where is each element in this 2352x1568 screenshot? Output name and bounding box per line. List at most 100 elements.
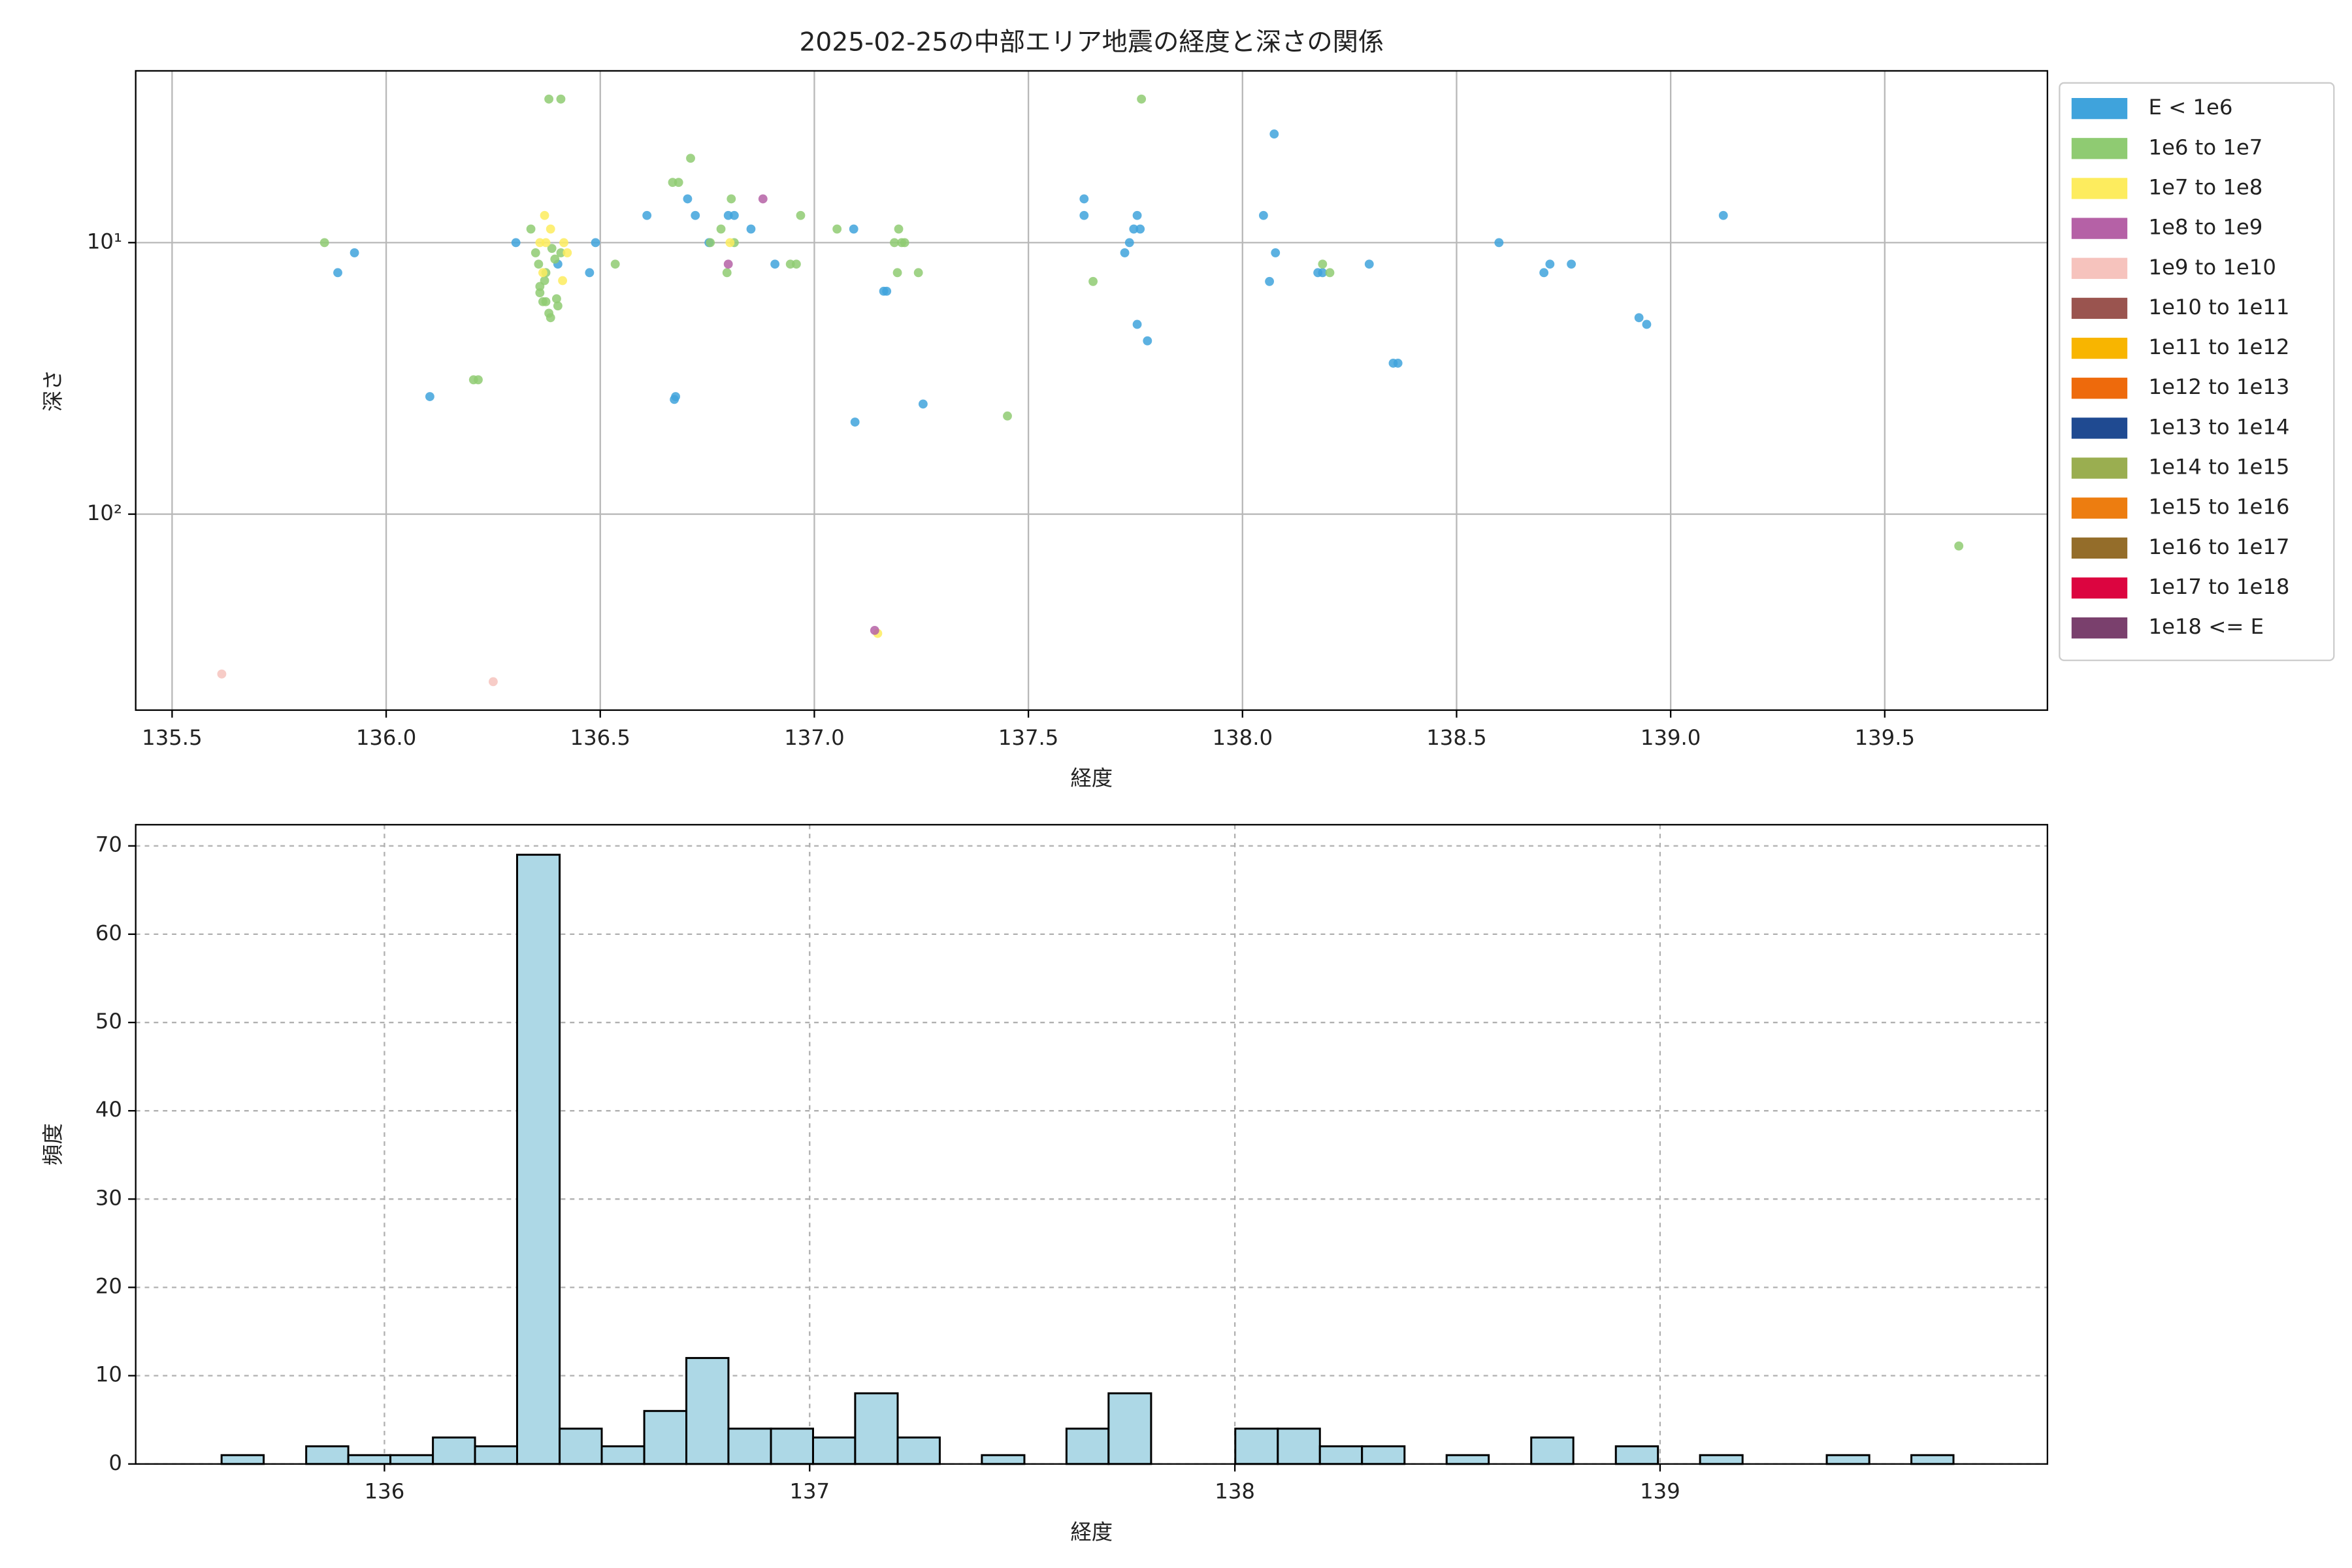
legend-patch <box>2071 257 2128 279</box>
legend-patch <box>2071 98 2128 120</box>
point <box>540 210 549 220</box>
point <box>642 210 652 220</box>
bar <box>727 1428 772 1465</box>
point <box>683 194 693 204</box>
point <box>706 238 715 248</box>
legend-patch <box>2071 577 2128 599</box>
point <box>350 248 359 257</box>
bar <box>1107 1392 1152 1465</box>
point <box>559 238 568 248</box>
x-tick-label: 139.0 <box>1641 725 1701 750</box>
point <box>918 399 928 409</box>
y-tick-label: 0 <box>108 1450 122 1475</box>
point <box>850 417 860 427</box>
point <box>1132 210 1142 220</box>
bar <box>1445 1454 1490 1465</box>
y-tick-label: 50 <box>95 1009 122 1034</box>
bar <box>559 1428 603 1465</box>
legend-label: 1e16 to 1e17 <box>2148 534 2289 559</box>
point <box>563 248 572 257</box>
legend-patch <box>2071 138 2128 159</box>
point <box>546 224 555 234</box>
legend-label: 1e18 <= E <box>2148 614 2264 639</box>
bar <box>1825 1454 1870 1465</box>
legend-label: 1e15 to 1e16 <box>2148 495 2289 519</box>
point <box>674 178 683 188</box>
point <box>610 259 620 269</box>
bar <box>770 1428 814 1465</box>
bar <box>854 1392 899 1465</box>
bar <box>1530 1436 1575 1465</box>
point <box>558 276 568 286</box>
axes-frame <box>135 824 2048 1465</box>
x-tick-label: 136.5 <box>570 725 630 750</box>
bar <box>432 1436 476 1465</box>
x-tick-label: 137 <box>789 1479 830 1504</box>
point <box>746 224 756 234</box>
x-tick-label: 137.5 <box>998 725 1058 750</box>
legend-patch <box>2071 297 2128 319</box>
bar <box>1361 1445 1406 1465</box>
point <box>1124 238 1134 248</box>
point <box>544 94 554 104</box>
point <box>551 294 561 304</box>
point <box>546 313 555 323</box>
x-axis-label: 経度 <box>1070 766 1113 791</box>
bar <box>474 1445 518 1465</box>
point <box>758 194 768 204</box>
y-tick-label: 40 <box>95 1097 122 1122</box>
legend-label: E < 1e6 <box>2148 95 2232 120</box>
point <box>1318 268 1328 278</box>
point <box>474 375 483 385</box>
bar <box>1065 1428 1110 1465</box>
x-tick-label: 138.5 <box>1426 725 1486 750</box>
legend-label: 1e11 to 1e12 <box>2148 335 2289 359</box>
legend-patch <box>2071 417 2128 439</box>
y-tick-label: 10 <box>95 1362 122 1387</box>
y-tick-label: 60 <box>95 921 122 945</box>
point <box>727 194 736 204</box>
bar <box>1699 1454 1744 1465</box>
y-tick-label: 10² <box>87 500 122 525</box>
point <box>1269 129 1279 139</box>
legend-label: 1e14 to 1e15 <box>2148 455 2289 480</box>
point <box>1393 358 1403 368</box>
bar <box>347 1454 392 1465</box>
point <box>796 210 806 220</box>
x-tick-label: 136.0 <box>356 725 416 750</box>
point <box>725 238 735 248</box>
point <box>1120 248 1130 257</box>
point <box>1954 541 1964 551</box>
x-tick-label: 135.5 <box>142 725 202 750</box>
point <box>217 669 227 679</box>
bar <box>1234 1428 1279 1465</box>
legend-patch <box>2071 537 2128 559</box>
point <box>1135 224 1145 234</box>
legend-patch <box>2071 457 2128 479</box>
point <box>729 210 739 220</box>
point <box>319 238 329 248</box>
point <box>723 259 733 269</box>
point <box>791 259 801 269</box>
point <box>849 224 858 234</box>
bar <box>685 1357 730 1465</box>
point <box>1634 313 1644 323</box>
legend-patch <box>2071 218 2128 239</box>
point <box>541 238 551 248</box>
point <box>1265 276 1274 286</box>
y-tick-label: 20 <box>95 1273 122 1298</box>
point <box>1271 248 1281 257</box>
point <box>333 268 342 278</box>
point <box>1129 224 1139 234</box>
legend-label: 1e8 to 1e9 <box>2148 215 2262 240</box>
legend-label: 1e12 to 1e13 <box>2148 374 2289 399</box>
point <box>1003 411 1012 421</box>
legend-label: 1e10 to 1e11 <box>2148 295 2289 319</box>
point <box>547 244 557 253</box>
point <box>535 288 545 298</box>
axes-frame <box>135 70 2048 711</box>
point <box>540 276 549 286</box>
